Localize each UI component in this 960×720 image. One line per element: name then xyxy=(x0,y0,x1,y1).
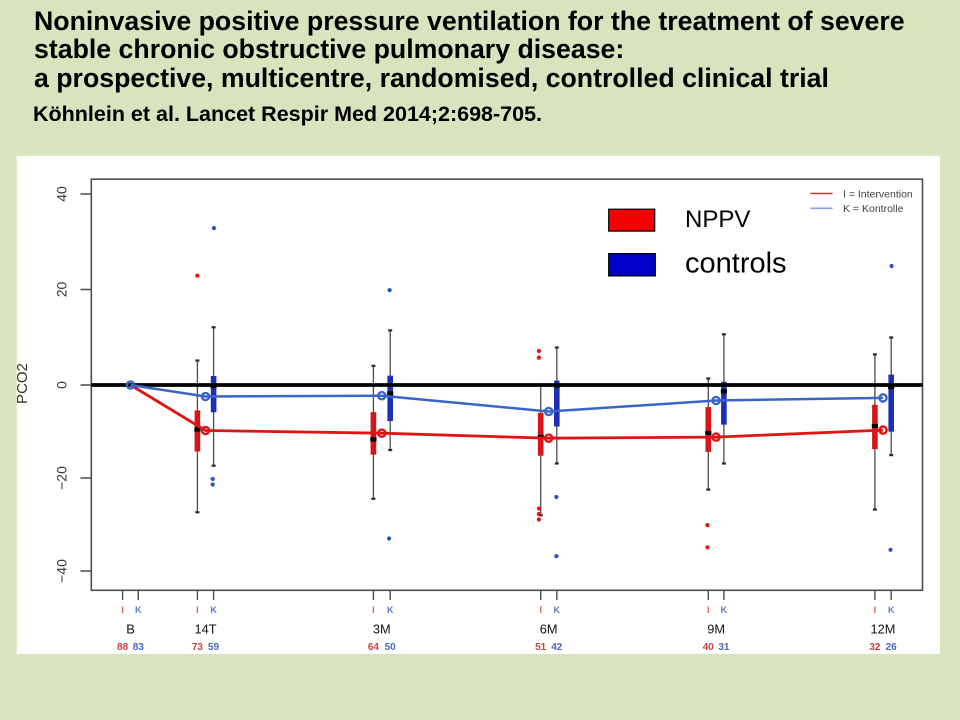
svg-text:64: 64 xyxy=(368,642,380,653)
svg-text:NPPV: NPPV xyxy=(685,206,750,233)
svg-text:K: K xyxy=(888,605,895,615)
svg-text:31: 31 xyxy=(718,642,730,653)
svg-text:controls: controls xyxy=(685,248,787,280)
svg-text:I: I xyxy=(121,605,124,615)
svg-text:12M: 12M xyxy=(871,622,896,637)
svg-text:0: 0 xyxy=(54,381,70,389)
svg-text:42: 42 xyxy=(551,642,563,653)
svg-text:I: I xyxy=(372,605,375,615)
svg-text:40: 40 xyxy=(54,186,70,202)
svg-text:73: 73 xyxy=(192,642,204,653)
svg-text:−40: −40 xyxy=(54,559,70,583)
svg-text:40: 40 xyxy=(703,642,715,653)
svg-text:K = Kontrolle: K = Kontrolle xyxy=(843,203,904,215)
svg-text:K: K xyxy=(721,605,728,615)
svg-text:32: 32 xyxy=(869,642,881,653)
svg-text:−20: −20 xyxy=(54,466,70,490)
svg-text:3M: 3M xyxy=(373,622,391,637)
svg-text:I: I xyxy=(539,605,542,615)
svg-text:I = Intervention: I = Intervention xyxy=(843,188,913,200)
svg-text:26: 26 xyxy=(886,642,898,653)
svg-text:51: 51 xyxy=(535,642,547,653)
svg-text:I: I xyxy=(874,605,877,615)
svg-text:59: 59 xyxy=(208,642,220,653)
svg-text:83: 83 xyxy=(133,642,145,653)
svg-text:9M: 9M xyxy=(707,622,725,637)
svg-text:K: K xyxy=(135,605,142,615)
svg-text:K: K xyxy=(387,605,394,615)
svg-text:88: 88 xyxy=(117,642,129,653)
svg-text:B: B xyxy=(126,622,135,637)
svg-text:PCO2: PCO2 xyxy=(14,363,31,404)
svg-text:K: K xyxy=(210,605,217,615)
svg-text:K: K xyxy=(554,605,561,615)
svg-text:20: 20 xyxy=(54,282,70,298)
svg-text:I: I xyxy=(196,605,199,615)
svg-text:6M: 6M xyxy=(540,622,558,637)
svg-text:I: I xyxy=(707,605,710,615)
svg-text:50: 50 xyxy=(385,642,397,653)
svg-text:14T: 14T xyxy=(194,622,216,637)
